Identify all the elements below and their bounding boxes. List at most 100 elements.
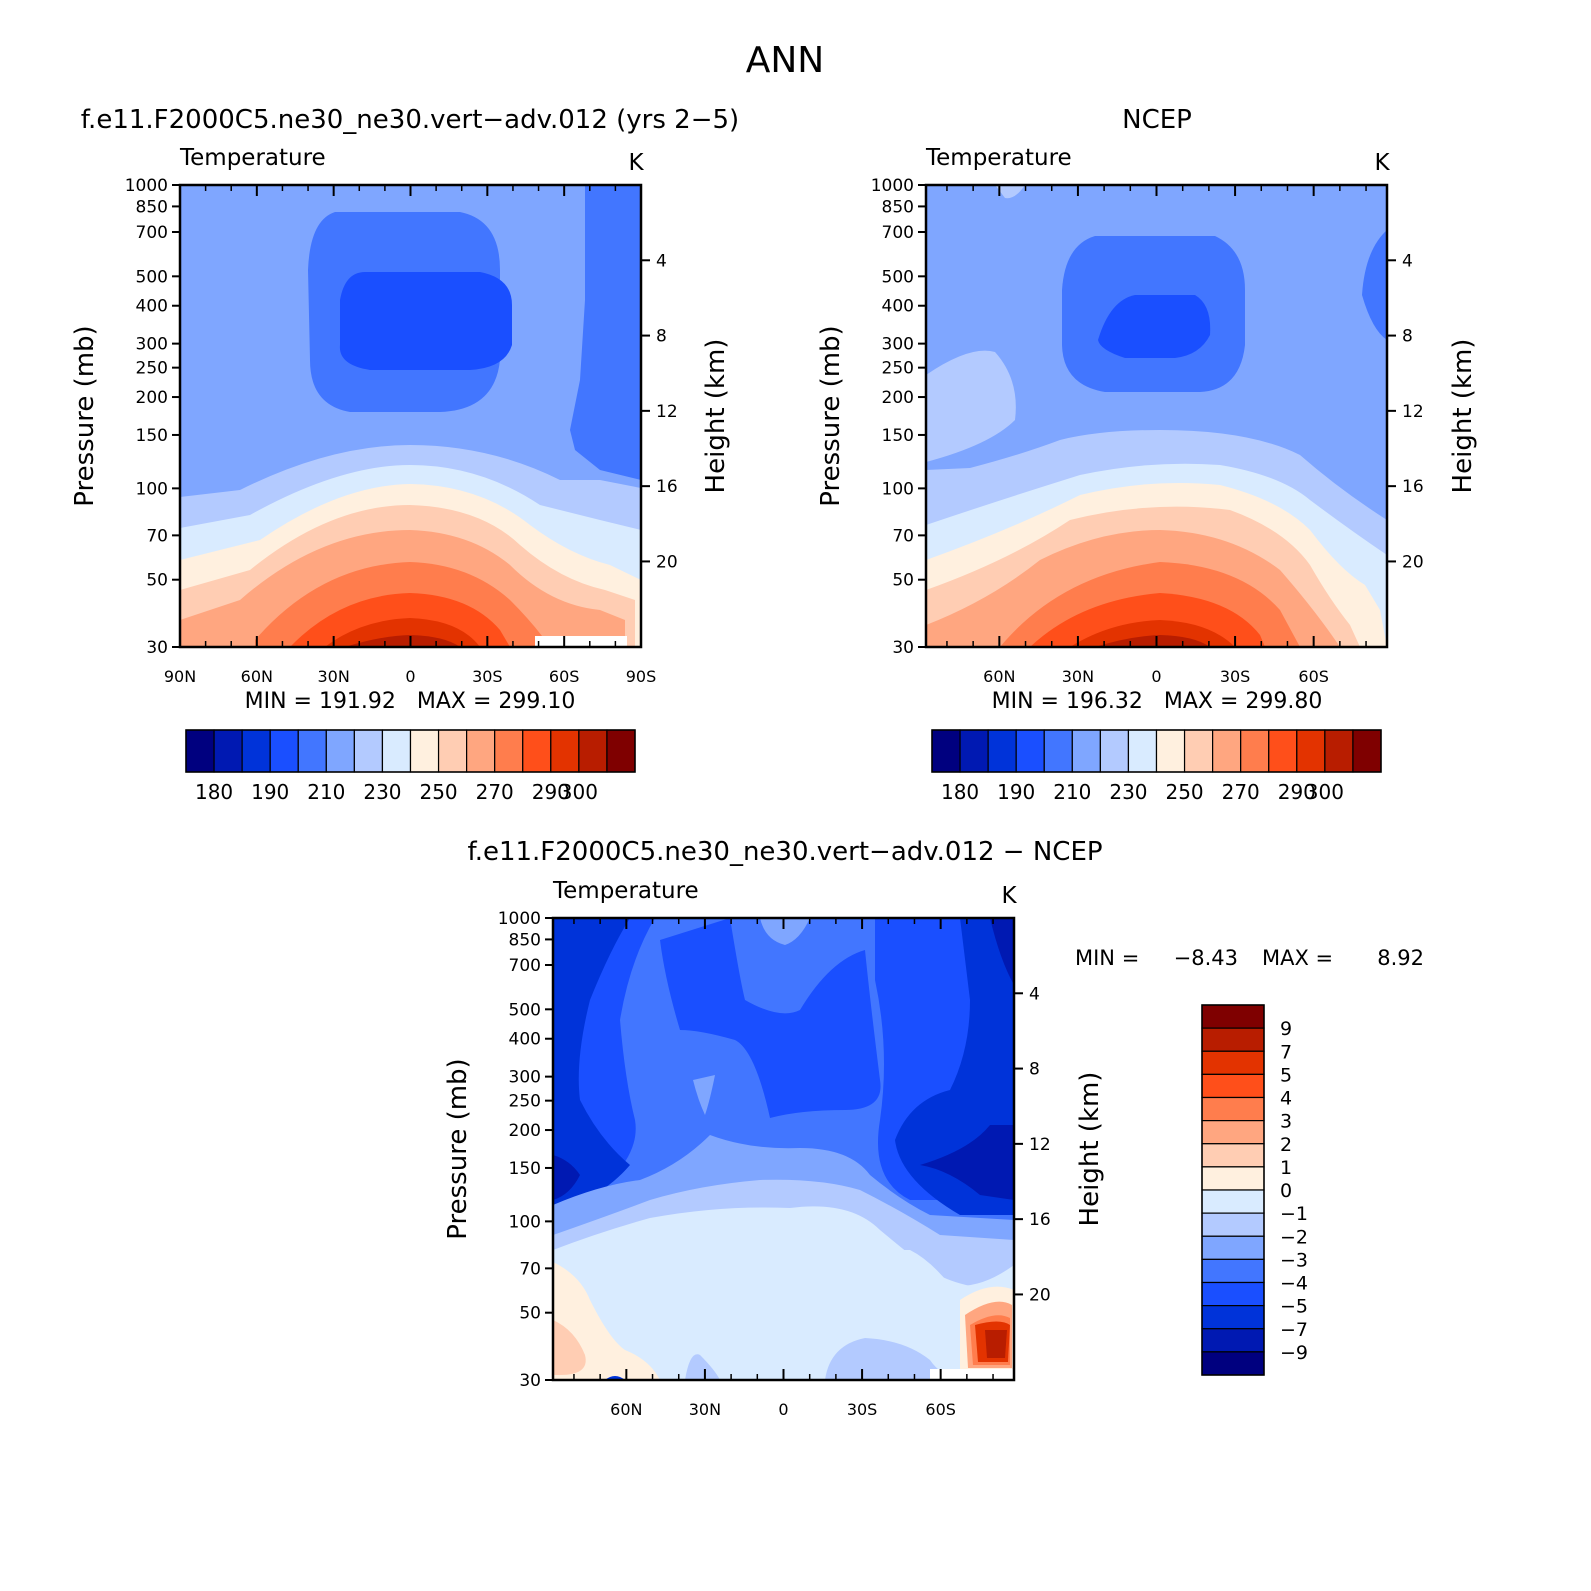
colorbar-label: 210 xyxy=(307,780,345,804)
contour-band xyxy=(760,918,810,945)
y-tick-label: 200 xyxy=(509,1121,541,1141)
colorbar-swatch xyxy=(1201,1212,1265,1237)
y2-axis-label: Height (km) xyxy=(701,339,731,494)
colorbar-swatch xyxy=(1201,1281,1265,1307)
colorbar-frame xyxy=(185,729,636,773)
colorbar-label: 190 xyxy=(251,780,289,804)
y-tick-label: 30 xyxy=(146,638,168,658)
colorbar-label: 5 xyxy=(1280,1064,1292,1086)
contour-band xyxy=(553,1206,1014,1380)
contour-band xyxy=(995,185,1025,199)
contour-band xyxy=(825,1338,960,1380)
max-value: 8.92 xyxy=(1377,946,1424,970)
y-tick-label: 150 xyxy=(509,1159,541,1179)
min-label: MIN = xyxy=(1075,946,1139,970)
contour-band xyxy=(553,1155,580,1200)
colorbar-swatch xyxy=(1201,1096,1265,1122)
y2-tick-label: 12 xyxy=(1029,1135,1051,1155)
panel-subtitle-left: Temperature xyxy=(552,878,699,904)
contour-band xyxy=(660,918,881,1118)
colorbar-swatch xyxy=(381,729,412,773)
x-tick-label: 30S xyxy=(1220,667,1251,686)
contour-band xyxy=(685,1354,720,1380)
y2-tick-label: 8 xyxy=(656,327,667,347)
colorbar-swatch xyxy=(1015,729,1045,773)
x-tick-label: 30N xyxy=(689,1400,721,1419)
y-tick-label: 150 xyxy=(136,426,168,446)
colorbar-label: 270 xyxy=(476,780,514,804)
y-tick-label: 200 xyxy=(882,388,914,408)
y-axis-label: Pressure (mb) xyxy=(816,325,846,506)
colorbar-swatch xyxy=(241,729,271,773)
colorbar-swatch xyxy=(1201,1258,1265,1284)
x-tick-label: 90S xyxy=(626,667,657,686)
colorbar-swatch xyxy=(1071,729,1101,773)
y-tick-label: 100 xyxy=(509,1212,541,1232)
y-tick-label: 250 xyxy=(509,1092,541,1112)
colorbar-swatch xyxy=(1201,1189,1265,1214)
y2-tick-label: 20 xyxy=(1029,1285,1051,1305)
colorbar-swatch xyxy=(325,729,355,773)
colorbar-swatch xyxy=(1127,729,1158,773)
y-tick-label: 150 xyxy=(882,426,914,446)
colorbar-label: 190 xyxy=(997,780,1035,804)
contour-band xyxy=(985,1330,1007,1358)
colorbar-swatch xyxy=(409,729,440,773)
y-tick-label: 300 xyxy=(882,335,914,355)
panel-subtitle-left: Temperature xyxy=(179,145,326,171)
colorbar-label: 1 xyxy=(1280,1157,1292,1179)
y2-axis-label: Height (km) xyxy=(1075,1072,1105,1227)
colorbar-label: 230 xyxy=(1109,780,1147,804)
colorbar-label: 2 xyxy=(1280,1134,1292,1156)
colorbar-label: 9 xyxy=(1280,1018,1292,1040)
colorbar-label: −3 xyxy=(1280,1249,1308,1271)
y-axis-label: Pressure (mb) xyxy=(70,325,100,506)
y-tick-label: 850 xyxy=(882,197,914,217)
x-tick-label: 0 xyxy=(1151,667,1161,686)
colorbar-label: 4 xyxy=(1280,1088,1292,1110)
colorbar-swatch xyxy=(1201,1073,1265,1099)
colorbar-label: −1 xyxy=(1280,1203,1308,1225)
x-tick-label: 30N xyxy=(318,667,350,686)
missing-data xyxy=(930,1369,1014,1380)
colorbar-label: −4 xyxy=(1280,1273,1308,1295)
colorbar-swatch xyxy=(1201,1328,1265,1353)
colorbar-label: −5 xyxy=(1280,1296,1308,1318)
y-tick-label: 400 xyxy=(509,1030,541,1050)
y-tick-label: 250 xyxy=(136,359,168,379)
y2-axis-label: Height (km) xyxy=(1448,339,1478,494)
panel-model: f.e11.F2000C5.ne30_ne30.vert−adv.012 (yr… xyxy=(70,105,739,804)
x-tick-label: 60S xyxy=(1298,667,1329,686)
colorbar-swatch xyxy=(269,729,299,773)
y2-tick-label: 16 xyxy=(1029,1210,1051,1230)
colorbar-swatch xyxy=(1296,729,1326,773)
y-tick-label: 100 xyxy=(882,479,914,499)
panel-subtitle-left: Temperature xyxy=(925,145,1072,171)
y-tick-label: 70 xyxy=(146,526,168,546)
colorbar-swatch xyxy=(1324,729,1354,773)
contour-field xyxy=(553,918,1014,1380)
y-tick-label: 1000 xyxy=(498,909,541,929)
colorbar-swatch xyxy=(185,729,215,773)
colorbar-swatch xyxy=(606,729,636,773)
colorbar-label: 290 xyxy=(1278,780,1316,804)
colorbar-swatch xyxy=(1201,1120,1265,1145)
panel-subtitle-right: K xyxy=(1374,150,1390,176)
colorbar-swatch xyxy=(1201,1027,1265,1052)
colorbar-swatch xyxy=(1352,729,1382,773)
colorbar-swatch xyxy=(1201,1235,1265,1260)
colorbar-swatch xyxy=(437,729,468,773)
contour-band xyxy=(1095,635,1210,647)
y-tick-label: 300 xyxy=(136,335,168,355)
colorbar-label: 290 xyxy=(532,780,570,804)
contour-band xyxy=(1098,295,1211,358)
colorbar-label: 270 xyxy=(1222,780,1260,804)
y2-tick-label: 20 xyxy=(1402,552,1424,572)
y2-tick-label: 20 xyxy=(656,552,678,572)
x-tick-label: 0 xyxy=(405,667,415,686)
colorbar-swatch xyxy=(1201,1351,1265,1376)
colorbar-label: −9 xyxy=(1280,1342,1308,1364)
y-tick-label: 250 xyxy=(882,359,914,379)
x-tick-label: 60S xyxy=(925,1400,956,1419)
